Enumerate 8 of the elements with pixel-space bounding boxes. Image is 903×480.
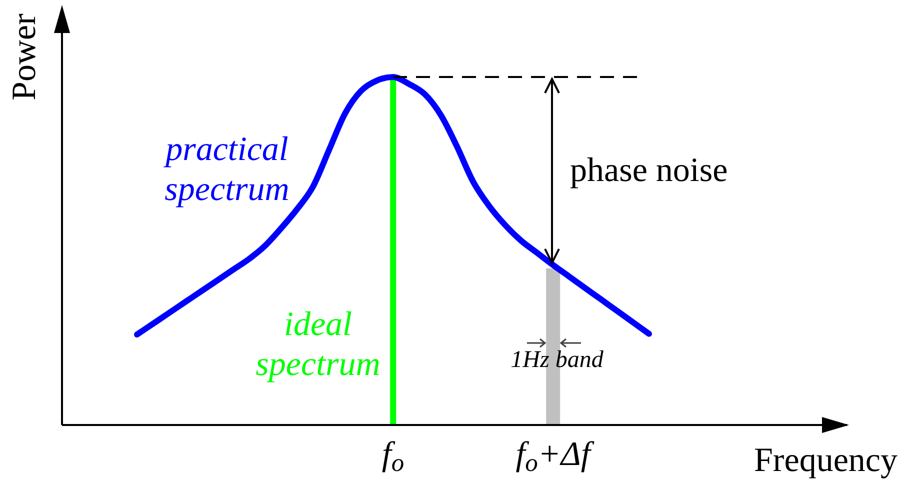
x-tick-label: f$_{o}$ <box>382 436 404 478</box>
x-tick-label: f$_{o}$+Δf <box>516 436 595 478</box>
annotation: phase noise <box>570 152 728 189</box>
x-axis-title: Frequency <box>754 442 898 479</box>
series-label: 1Hz band <box>510 347 604 373</box>
series-label: practical spectrum <box>164 131 290 208</box>
y-axis-title: Power <box>6 12 43 100</box>
series-label: ideal spectrum <box>256 306 380 383</box>
